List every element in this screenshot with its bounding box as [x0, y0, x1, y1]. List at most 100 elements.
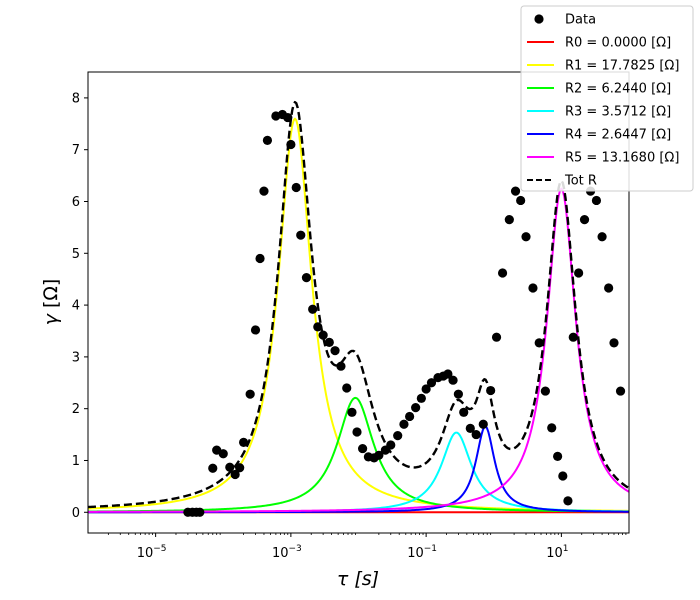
legend-label: R4 = 2.6447 [Ω]	[565, 128, 671, 143]
x-axis-label-symbol: τ	[337, 568, 349, 590]
y-tick-label: 5	[72, 247, 80, 262]
data-point	[478, 419, 488, 429]
x-axis-label-unit: [s]	[354, 568, 379, 590]
data-point	[615, 386, 626, 396]
series-line-tot-r	[87, 100, 630, 509]
plot-layer	[87, 100, 630, 517]
data-point	[330, 346, 340, 356]
data-point	[597, 232, 607, 242]
data-point	[411, 403, 421, 413]
data-point	[497, 268, 508, 278]
legend-label: Tot R	[564, 174, 597, 189]
data-point	[558, 471, 568, 481]
series-line-r5	[88, 187, 630, 513]
data-point	[393, 431, 403, 441]
data-point	[336, 361, 346, 371]
y-axis-label-symbol: γ	[40, 312, 62, 325]
legend-label: R5 = 13.1680 [Ω]	[565, 151, 679, 166]
data-point	[291, 182, 301, 193]
y-tick-label: 7	[72, 143, 80, 158]
legend-label: R0 = 0.0000 [Ω]	[565, 36, 671, 51]
data-point	[521, 232, 531, 242]
data-point	[448, 375, 458, 385]
data-point	[459, 407, 469, 417]
data-point	[239, 437, 249, 447]
data-point	[283, 112, 293, 123]
data-point	[574, 268, 584, 278]
x-tick-label-exponent: 1	[563, 544, 569, 554]
data-point	[301, 273, 312, 283]
data-point	[453, 389, 463, 399]
data-point	[208, 463, 218, 473]
data-point	[579, 215, 590, 225]
data-point	[342, 383, 352, 393]
data-point	[386, 440, 396, 450]
data-point	[262, 135, 273, 145]
data-point	[313, 322, 323, 332]
x-tick-label-exponent: −3	[289, 544, 302, 554]
x-tick-label-base: 10	[546, 546, 563, 561]
data-point	[465, 423, 475, 433]
y-tick-label: 2	[72, 402, 80, 417]
x-tick-label-exponent: −1	[424, 544, 437, 554]
x-tick-label: 10−3	[272, 544, 302, 561]
legend-label: R1 = 17.7825 [Ω]	[565, 59, 679, 74]
y-tick-label: 4	[72, 299, 80, 314]
data-point	[563, 496, 573, 506]
x-axis-label: τ [s]	[337, 568, 379, 590]
data-point	[443, 369, 453, 379]
data-point	[568, 332, 578, 342]
data-point	[510, 186, 521, 196]
data-point	[318, 330, 328, 340]
data-point	[604, 283, 614, 293]
data-point	[230, 469, 240, 480]
plot-frame	[87, 71, 630, 534]
data-point	[250, 325, 261, 335]
data-point	[421, 384, 431, 394]
y-axis: 0 1 2 3 4 5 6 7 8	[72, 91, 88, 521]
data-point	[405, 411, 415, 422]
y-tick-label: 1	[72, 454, 80, 469]
data-point	[308, 304, 318, 314]
data-point	[486, 385, 496, 396]
data-point	[245, 389, 255, 399]
x-tick-label-base: 10	[272, 546, 289, 561]
y-tick-label: 0	[72, 506, 80, 521]
data-point	[358, 443, 368, 454]
data-point	[471, 429, 481, 440]
data-point	[547, 423, 557, 433]
data-point	[426, 378, 437, 388]
data-point	[286, 139, 296, 150]
data-point	[534, 338, 544, 348]
legend-box	[520, 5, 694, 192]
data-point	[399, 419, 409, 429]
data-point	[416, 393, 426, 403]
x-tick-label: 101	[546, 544, 568, 561]
y-axis-label: γ [Ω]	[40, 279, 62, 326]
x-tick-label: 10−5	[137, 544, 167, 561]
y-tick-label: 8	[72, 91, 80, 106]
data-point	[352, 427, 362, 437]
data-point	[504, 215, 514, 225]
x-tick-label-base: 10	[407, 546, 424, 561]
data-point	[225, 462, 235, 472]
legend: Data R0 = 0.0000 [Ω] R1 = 17.7825 [Ω] R2 = …	[520, 5, 694, 192]
data-point	[195, 507, 205, 517]
data-point	[516, 195, 526, 206]
series-line-r1	[87, 117, 630, 512]
data-point	[218, 449, 228, 459]
data-point	[255, 253, 265, 264]
y-axis-label-unit: [Ω]	[40, 279, 62, 308]
x-tick-label: 10−1	[407, 544, 437, 561]
data-point	[491, 332, 502, 342]
data-point	[528, 283, 538, 293]
series-line-r2	[87, 396, 629, 513]
legend-marker-data	[534, 14, 544, 24]
data-point	[540, 386, 550, 396]
legend-label: R3 = 3.5712 [Ω]	[565, 105, 671, 120]
data-point	[259, 186, 269, 196]
data-point	[609, 338, 619, 348]
data-point	[591, 195, 602, 206]
legend-label: Data	[565, 13, 596, 28]
